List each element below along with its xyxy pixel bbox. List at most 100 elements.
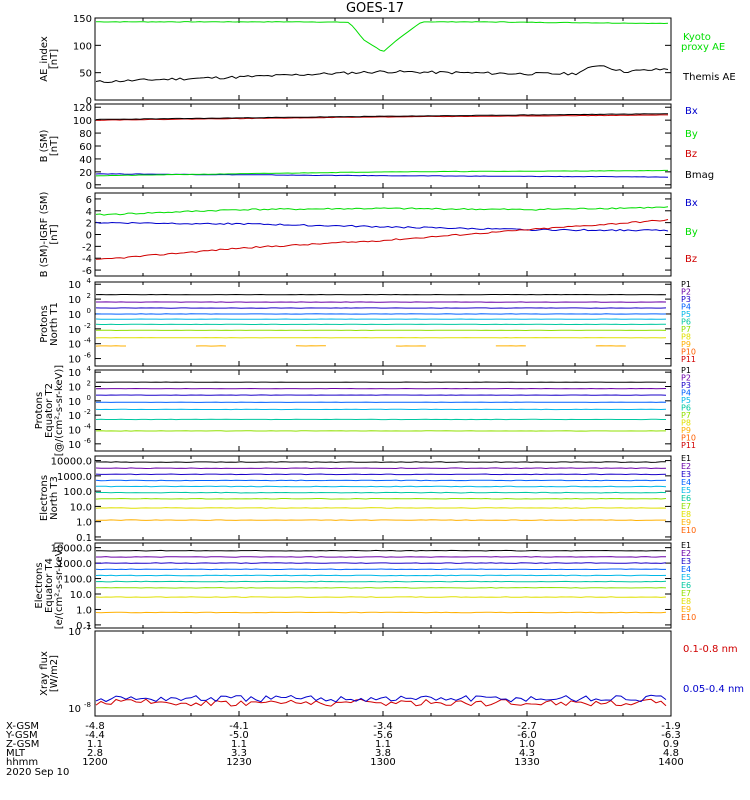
y-axis-label: [W/m2] xyxy=(49,655,60,692)
channel-line xyxy=(95,467,667,470)
channel-line xyxy=(95,562,667,564)
x-row-value: 1200 xyxy=(82,757,107,768)
y-tick-label: 10 xyxy=(68,704,81,715)
series-line xyxy=(95,219,669,260)
y-axis-label: Protons xyxy=(34,392,45,429)
legend-p10: P10 xyxy=(681,434,696,443)
panel-frame xyxy=(94,542,672,629)
y-tick-label: 10 xyxy=(68,425,81,436)
legend-e2: E2 xyxy=(681,549,691,558)
y-tick-label: 0 xyxy=(86,231,92,242)
legend-p3: P3 xyxy=(681,295,691,304)
legend-e7: E7 xyxy=(681,502,691,511)
legend-p11: P11 xyxy=(681,355,696,364)
y-tick-label: 0.1 xyxy=(76,621,92,632)
y-tick-label: -6 xyxy=(82,266,92,277)
legend-p2: P2 xyxy=(681,374,691,383)
legend-e3: E3 xyxy=(681,470,691,479)
legend-e4: E4 xyxy=(681,565,691,574)
x-row-label: X-GSM xyxy=(6,721,39,732)
y-tick-label: 0.1 xyxy=(76,533,92,544)
y-tick-label: 0 xyxy=(86,181,92,192)
series-line xyxy=(95,65,669,84)
y-tick-label: 10000.0 xyxy=(51,457,92,468)
panel-frame xyxy=(94,192,672,277)
legend-p4: P4 xyxy=(681,389,691,398)
y-tick-label: 1000.0 xyxy=(57,559,92,570)
series-line xyxy=(95,206,669,216)
legend-bz: Bz xyxy=(685,254,697,265)
y-tick-label: 10 xyxy=(68,440,81,451)
y-tick-label: 10.0 xyxy=(70,590,92,601)
legend-e1: E1 xyxy=(681,541,691,550)
y-tick-label: 120 xyxy=(73,103,92,114)
y-tick-label: 20 xyxy=(79,168,92,179)
y-tick-exponent: -8 xyxy=(84,701,91,709)
legend-bmag: Bmag xyxy=(685,170,714,181)
channel-line xyxy=(95,611,667,614)
y-tick-label: 1000.0 xyxy=(57,472,92,483)
x-row-value: 1230 xyxy=(226,757,251,768)
channel-line xyxy=(95,549,667,552)
legend-e10: E10 xyxy=(681,613,696,622)
x-row-value: -2.7 xyxy=(517,721,537,732)
x-row-value: -4.8 xyxy=(85,721,105,732)
legend-e4: E4 xyxy=(681,478,691,487)
channel-line xyxy=(96,485,667,488)
y-tick-label: 10 xyxy=(68,340,81,351)
legend-e9: E9 xyxy=(681,605,691,614)
legend-p11: P11 xyxy=(681,441,696,450)
y-axis-label: [nT] xyxy=(49,224,60,244)
channel-line xyxy=(95,479,667,482)
xray-line xyxy=(95,694,667,703)
x-row-value: 4.8 xyxy=(663,748,679,759)
x-row-value: -1.9 xyxy=(661,721,681,732)
x-row-value: 3.8 xyxy=(375,748,391,759)
y-axis-label: B (SM) xyxy=(39,129,50,162)
y-axis-label: Xray flux xyxy=(39,651,50,696)
legend-e8: E8 xyxy=(681,597,691,606)
y-tick-label: 10 xyxy=(68,382,81,393)
y-axis-label: [nT] xyxy=(49,49,60,69)
y-tick-label: 100.0 xyxy=(63,575,92,586)
legend-kyoto: proxy AE xyxy=(681,42,725,53)
y-tick-exponent: -7 xyxy=(84,624,91,632)
y-tick-exponent: 4 xyxy=(87,365,92,373)
x-row-value: 1.0 xyxy=(519,739,535,750)
x-row-label: MLT xyxy=(6,748,26,759)
y-tick-exponent: -6 xyxy=(84,437,92,445)
x-row-label: hhmm xyxy=(6,757,38,768)
x-row-value: -6.0 xyxy=(517,730,537,741)
channel-line xyxy=(95,507,667,509)
legend-p7: P7 xyxy=(681,411,691,420)
legend-bx: Bx xyxy=(685,198,698,209)
legend-p5: P5 xyxy=(681,396,691,405)
y-tick-label: 1.0 xyxy=(76,518,92,529)
x-axis-date: 2020 Sep 10 xyxy=(6,767,69,778)
x-row-value: -4.4 xyxy=(85,730,105,741)
legend-by: By xyxy=(685,227,698,238)
legend-p10: P10 xyxy=(681,348,696,357)
channel-line xyxy=(95,580,667,583)
x-row-value: -5.0 xyxy=(229,730,249,741)
x-row-value: 0.9 xyxy=(663,739,679,750)
y-tick-label: 10 xyxy=(68,310,81,321)
channel-line xyxy=(95,473,667,476)
y-tick-exponent: 4 xyxy=(87,277,92,285)
x-row-value: -3.4 xyxy=(373,721,393,732)
legend-p1: P1 xyxy=(681,366,691,375)
y-axis-label: [e/(cm²-s-sr-keV)] xyxy=(54,542,65,630)
legend-kyoto: Kyoto xyxy=(683,32,711,43)
x-row-value: 4.3 xyxy=(519,748,535,759)
legend-p6: P6 xyxy=(681,404,691,413)
y-axis-label: AE_index xyxy=(39,36,50,82)
y-tick-exponent: 0 xyxy=(87,307,91,315)
channel-line xyxy=(95,596,667,598)
y-tick-label: 10 xyxy=(68,325,81,336)
legend-p1: P1 xyxy=(681,280,691,289)
y-tick-label: 80 xyxy=(79,129,92,140)
y-tick-label: 6 xyxy=(86,195,92,206)
legend-e8: E8 xyxy=(681,510,691,519)
x-row-value: 1.1 xyxy=(87,739,103,750)
